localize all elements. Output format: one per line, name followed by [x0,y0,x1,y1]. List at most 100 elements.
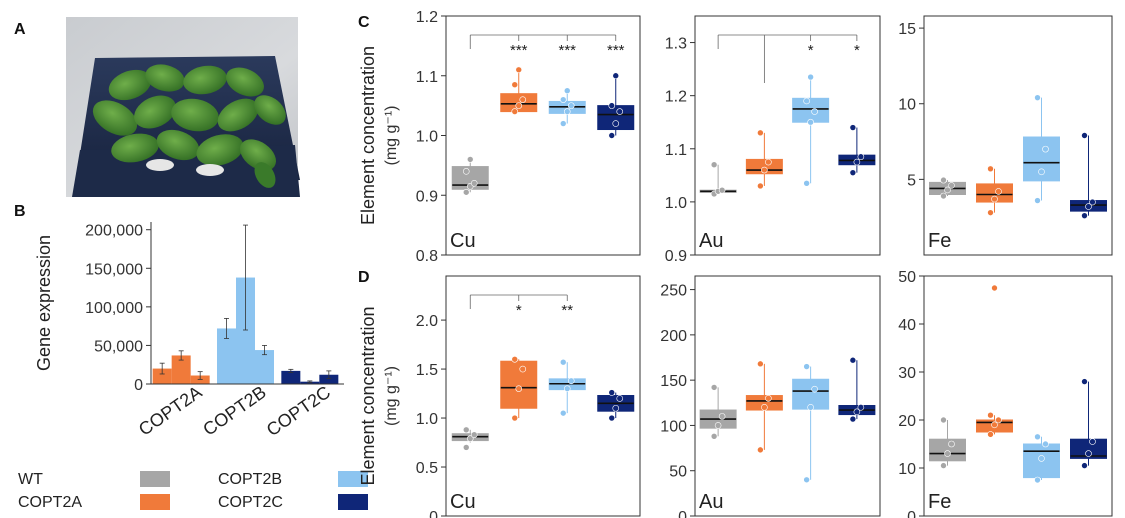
leaves [92,64,286,188]
box-panel-d-fe: 0 10 20 30 40 50 Fe [898,269,1113,518]
box [500,360,538,409]
y-tick-label: 0 [907,509,916,518]
data-point [470,431,478,438]
data-point [567,377,575,385]
data-point [1042,440,1049,448]
data-point [987,431,994,438]
data-point [608,102,616,109]
data-point [944,186,951,194]
bar [236,277,255,384]
y-tick-label: 1.1 [665,142,687,159]
data-point [608,414,616,422]
y-tick-label: 30 [898,365,916,382]
data-point [849,124,857,131]
panel-b-gene-expression-chart: B Gene expression 0 50,000 100,000 150,000 2… [14,203,344,440]
data-point [803,363,810,370]
y-axis-label: Element concentration [358,306,378,485]
data-point [991,284,998,292]
data-point [811,108,818,115]
data-point [466,435,474,442]
bar [171,355,191,384]
panel-label-a: A [14,21,26,38]
y-axis-label: Element concentration [358,46,378,225]
box [929,438,966,462]
data-point [987,209,994,216]
box-panel-d-cu: 0 0.5 1.0 1.5 2.0 Element concentration (mg g⁻… [358,275,641,518]
y-tick-label: 1.3 [665,36,687,53]
data-point [991,195,998,203]
data-point [948,440,955,448]
y-tick-label: 0.5 [416,460,438,477]
data-point [761,166,768,174]
data-point [765,394,772,402]
significance-label: *** [607,42,625,59]
data-point [616,108,624,115]
data-point [612,404,620,412]
data-point [519,365,527,373]
plot-frame [445,275,641,517]
legend-swatch [140,471,170,487]
data-point [807,404,814,411]
data-point [807,118,814,126]
y-tick-label: 2.0 [416,313,438,330]
y-tick-label: 15 [898,21,916,38]
data-point [470,180,478,187]
data-point [857,404,865,411]
data-point [462,168,470,175]
element-label: Cu [450,230,476,252]
data-point [563,87,571,94]
data-point [987,411,994,419]
data-point [608,132,616,139]
element-label: Cu [450,491,476,513]
data-point [757,129,764,137]
data-point [1081,212,1088,219]
element-label: Fe [928,230,951,252]
data-point [803,476,810,484]
data-point [853,158,861,166]
data-point [1089,438,1096,445]
panel-label-d: D [358,269,370,286]
significance-label: * [808,42,814,59]
element-label: Au [699,230,723,252]
significance-label: * [516,302,522,319]
panel-label-b: B [14,203,26,220]
data-point [1081,132,1088,139]
box [792,97,830,123]
y-axis-unit: (mg g⁻¹) [383,366,400,426]
plot-frame [923,275,1113,517]
data-point [1038,455,1045,462]
significance-label: ** [561,302,573,319]
bar [217,328,236,384]
y-tick-label: 0.9 [665,248,687,265]
y-tick-label: 20 [898,413,916,430]
data-point [811,385,818,393]
data-point [559,96,567,103]
y-tick-label: 50,000 [94,338,143,355]
data-point [616,395,624,402]
element-label: Fe [928,491,951,513]
data-point [940,176,947,184]
data-point [559,358,567,366]
data-point [807,73,814,81]
bar [152,368,172,384]
legend-label: COPT2A [18,494,82,511]
data-point [940,462,947,469]
data-point [612,72,620,80]
data-point [757,446,764,454]
box-panel-c-cu: 0.8 0.9 1.0 1.1 1.2 Element concentration (mg … [358,9,641,265]
data-point [849,356,857,364]
y-tick-label: 1.0 [416,129,438,146]
bar [255,350,274,384]
legend: WT COPT2A COPT2B COPT2C [18,471,368,511]
data-point [944,450,951,457]
y-tick-label: 1.1 [416,69,438,86]
data-point [710,384,718,391]
y-tick-label: 10 [898,461,916,478]
y-tick-label: 1.0 [416,411,438,428]
x-tick-label: COPT2C [263,382,334,440]
data-point [757,182,764,190]
y-tick-label: 200,000 [85,223,143,240]
data-point [511,355,519,363]
data-point [948,182,955,189]
y-tick-label: 0 [134,377,143,394]
